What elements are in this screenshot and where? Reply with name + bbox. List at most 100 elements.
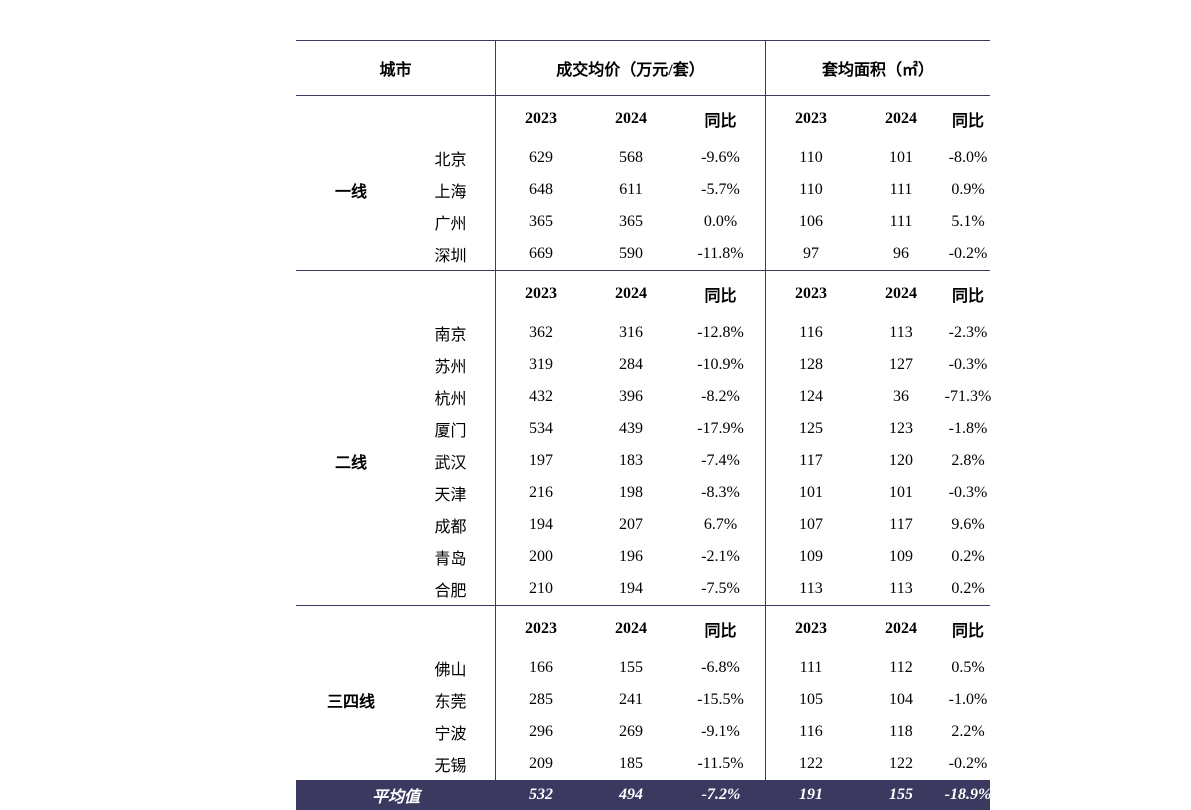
value-cell: 116: [766, 317, 856, 349]
footer-label: 平均值: [296, 783, 496, 807]
table-row: 宁波296269-9.1%1161182.2%: [296, 716, 990, 748]
city-cell: 武汉: [406, 445, 496, 477]
value-cell: 116: [766, 716, 856, 748]
table-row: 天津216198-8.3%101101-0.3%: [296, 477, 990, 509]
table-row: 北京629568-9.6%110101-8.0%: [296, 142, 990, 174]
value-cell: 198: [586, 477, 676, 509]
region-cell: [296, 509, 406, 541]
value-cell: 97: [766, 238, 856, 270]
table-row: 无锡209185-11.5%122122-0.2%: [296, 748, 990, 780]
value-cell: 123: [856, 413, 946, 445]
value-cell: 0.9%: [946, 174, 990, 206]
subheader-cell: 2023: [496, 271, 586, 317]
value-cell: -10.9%: [676, 349, 766, 381]
city-cell: 青岛: [406, 541, 496, 573]
footer-val-3: 191: [766, 786, 856, 804]
value-cell: 362: [496, 317, 586, 349]
city-cell: 深圳: [406, 238, 496, 270]
subheader-cell: 2023: [496, 606, 586, 652]
table-group: 20232024同比20232024同比北京629568-9.6%110101-…: [296, 96, 990, 271]
table-row: 广州3653650.0%1061115.1%: [296, 206, 990, 238]
footer-val-5: -18.9%: [946, 786, 990, 804]
subheader-cell: 2024: [856, 606, 946, 652]
table-row: 合肥210194-7.5%1131130.2%: [296, 573, 990, 605]
value-cell: -2.1%: [676, 541, 766, 573]
value-cell: -8.2%: [676, 381, 766, 413]
table-row: 苏州319284-10.9%128127-0.3%: [296, 349, 990, 381]
value-cell: -1.8%: [946, 413, 990, 445]
value-cell: 9.6%: [946, 509, 990, 541]
value-cell: 669: [496, 238, 586, 270]
table-subheader-row: 20232024同比20232024同比: [296, 96, 990, 142]
region-cell: [296, 652, 406, 684]
value-cell: -11.5%: [676, 748, 766, 780]
city-cell: 天津: [406, 477, 496, 509]
value-cell: -9.6%: [676, 142, 766, 174]
footer-val-2: -7.2%: [676, 786, 766, 804]
value-cell: -11.8%: [676, 238, 766, 270]
region-cell: [296, 748, 406, 780]
value-cell: 648: [496, 174, 586, 206]
region-cell: [296, 381, 406, 413]
value-cell: 111: [856, 174, 946, 206]
header-area: 套均面积（㎡）: [766, 41, 990, 95]
value-cell: 2.8%: [946, 445, 990, 477]
table-header-row: 城市 成交均价（万元/套） 套均面积（㎡）: [296, 40, 990, 96]
region-cell: [296, 477, 406, 509]
value-cell: 194: [496, 509, 586, 541]
value-cell: -0.3%: [946, 349, 990, 381]
value-cell: 0.2%: [946, 541, 990, 573]
value-cell: 109: [766, 541, 856, 573]
value-cell: 207: [586, 509, 676, 541]
city-cell: 东莞: [406, 684, 496, 716]
value-cell: 241: [586, 684, 676, 716]
value-cell: 0.5%: [946, 652, 990, 684]
value-cell: -8.3%: [676, 477, 766, 509]
value-cell: 568: [586, 142, 676, 174]
value-cell: 117: [856, 509, 946, 541]
city-cell: 宁波: [406, 716, 496, 748]
value-cell: 107: [766, 509, 856, 541]
value-cell: 122: [856, 748, 946, 780]
subheader-cell: 2023: [766, 271, 856, 317]
city-cell: 南京: [406, 317, 496, 349]
value-cell: 439: [586, 413, 676, 445]
value-cell: 365: [496, 206, 586, 238]
city-cell: 上海: [406, 174, 496, 206]
table-row: 佛山166155-6.8%1111120.5%: [296, 652, 990, 684]
value-cell: 285: [496, 684, 586, 716]
value-cell: 122: [766, 748, 856, 780]
value-cell: 124: [766, 381, 856, 413]
value-cell: 319: [496, 349, 586, 381]
value-cell: -12.8%: [676, 317, 766, 349]
table-row: 厦门534439-17.9%125123-1.8%: [296, 413, 990, 445]
footer-val-4: 155: [856, 786, 946, 804]
value-cell: 111: [766, 652, 856, 684]
value-cell: 209: [496, 748, 586, 780]
value-cell: 269: [586, 716, 676, 748]
value-cell: -15.5%: [676, 684, 766, 716]
value-cell: 196: [586, 541, 676, 573]
table-row: 青岛200196-2.1%1091090.2%: [296, 541, 990, 573]
table-subheader-row: 20232024同比20232024同比: [296, 271, 990, 317]
data-table: 城市 成交均价（万元/套） 套均面积（㎡） 20232024同比20232024…: [296, 40, 990, 810]
value-cell: 590: [586, 238, 676, 270]
value-cell: 166: [496, 652, 586, 684]
table-row: 二线武汉197183-7.4%1171202.8%: [296, 445, 990, 477]
region-cell: [296, 716, 406, 748]
subheader-cell: 2024: [856, 96, 946, 142]
value-cell: 0.0%: [676, 206, 766, 238]
subheader-cell: 2023: [766, 96, 856, 142]
value-cell: 113: [766, 573, 856, 605]
city-cell: 佛山: [406, 652, 496, 684]
footer-val-1: 494: [586, 786, 676, 804]
value-cell: 316: [586, 317, 676, 349]
value-cell: 105: [766, 684, 856, 716]
value-cell: 197: [496, 445, 586, 477]
city-cell: 北京: [406, 142, 496, 174]
value-cell: 210: [496, 573, 586, 605]
value-cell: 284: [586, 349, 676, 381]
value-cell: 155: [586, 652, 676, 684]
value-cell: 629: [496, 142, 586, 174]
subheader-cell: 2024: [586, 96, 676, 142]
